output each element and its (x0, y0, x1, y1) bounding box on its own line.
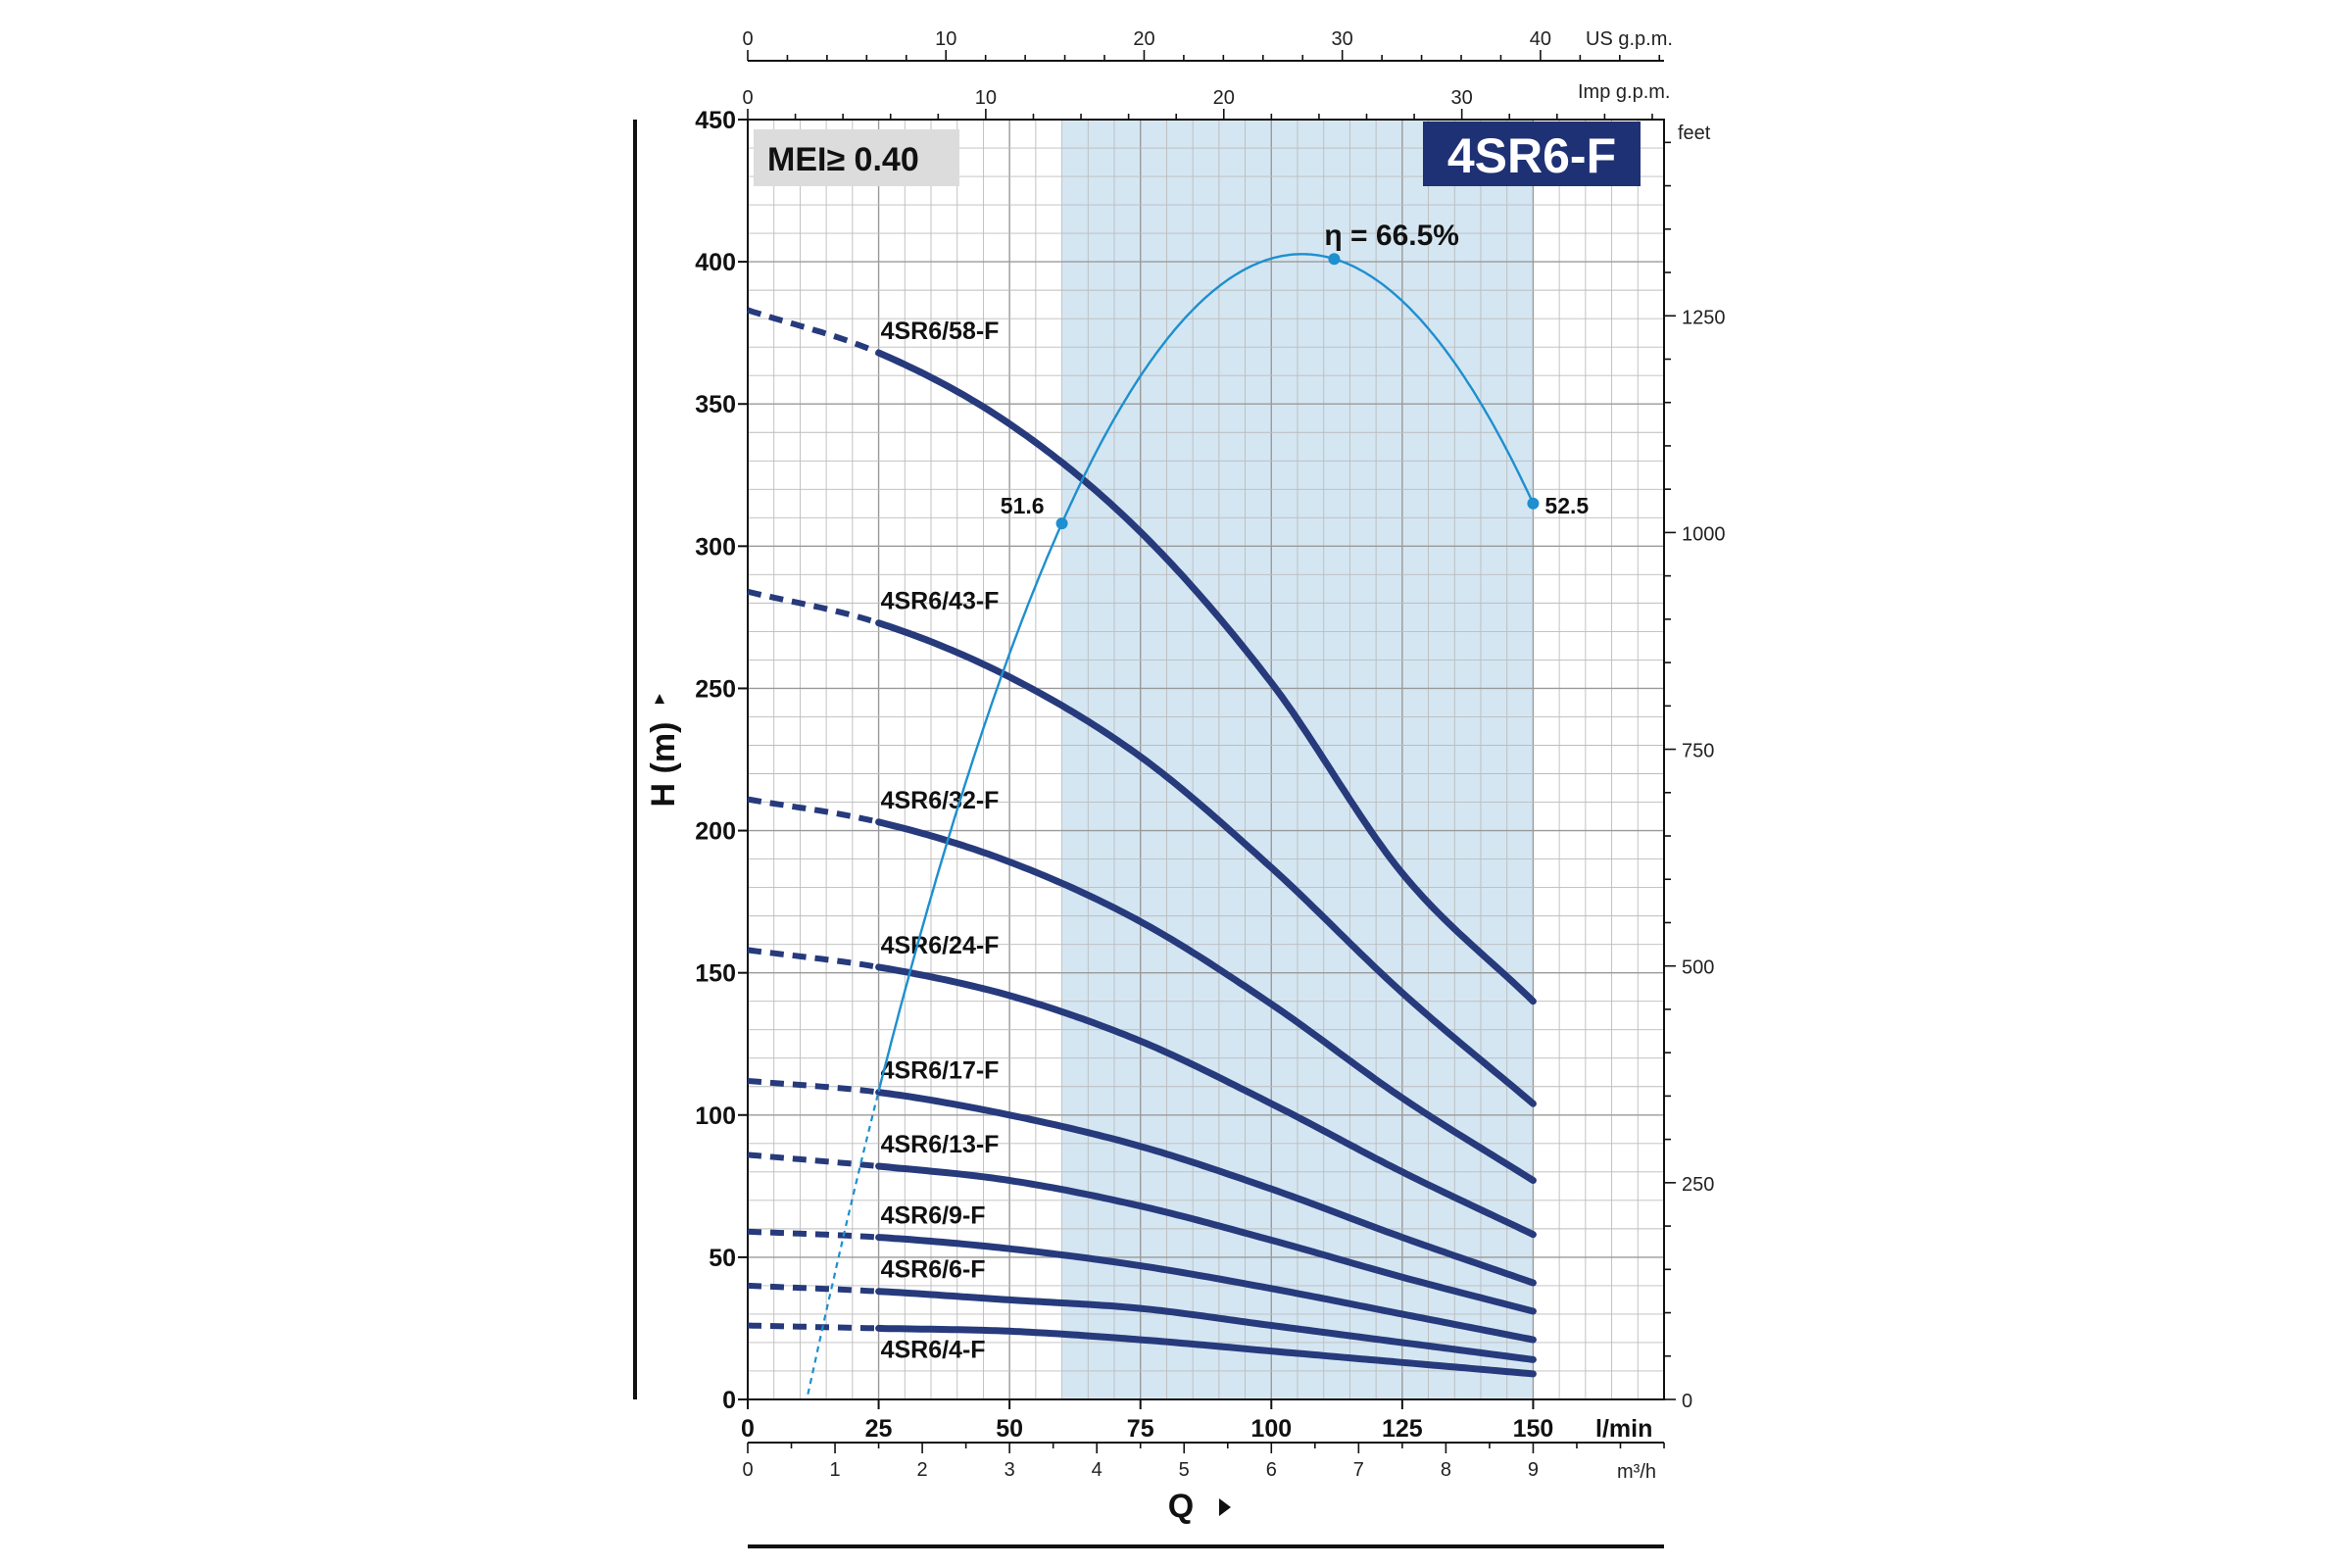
curve-label-4sr6-24-f: 4SR6/24-F (881, 932, 1000, 959)
y-tick-label: 200 (695, 818, 736, 846)
curve-4sr6-24-f-dashed (747, 947, 880, 970)
curve-label-4sr6-32-f: 4SR6/32-F (881, 787, 1000, 814)
us-gpm-tick-label: 30 (1332, 28, 1353, 50)
curve-4sr6-43-f (875, 619, 1537, 1107)
curve-4sr6-9-f (875, 1234, 1537, 1344)
imp-gpm-tick-label: 30 (1451, 87, 1473, 109)
chart-title-box: 4SR6-F (1423, 122, 1641, 186)
efficiency-curve-dashed (807, 1091, 880, 1395)
x-tick-label: 25 (865, 1415, 893, 1443)
mei-badge: MEI≥ 0.40 (754, 129, 959, 186)
m3h-tick-label: 7 (1353, 1459, 1364, 1481)
y-axis-title: H (m) (645, 722, 682, 808)
curve-4sr6-6-f-dashed (747, 1282, 879, 1295)
m3h-unit: m³/h (1617, 1461, 1656, 1483)
curve-4sr6-13-f (875, 1162, 1537, 1315)
curve-4sr6-9-f-dashed (747, 1228, 879, 1241)
y-axis-arrow-icon (655, 694, 664, 704)
feet-tick-label: 500 (1682, 957, 1714, 979)
x-tick-label: 75 (1127, 1415, 1154, 1443)
y-tick-label: 400 (695, 249, 736, 276)
y-tick-label: 0 (722, 1387, 736, 1414)
feet-unit: feet (1678, 122, 1711, 144)
m3h-tick-label: 9 (1528, 1459, 1539, 1481)
curve-label-4sr6-58-f: 4SR6/58-F (881, 318, 1000, 345)
y-tick-label: 100 (695, 1102, 736, 1130)
x-tick-label: 50 (996, 1415, 1023, 1443)
us-gpm-unit: US g.p.m. (1586, 28, 1673, 50)
curve-4sr6-58-f-dashed (747, 307, 880, 356)
us-gpm-tick-label: 10 (935, 28, 956, 50)
feet-tick-label: 750 (1682, 741, 1714, 762)
efficiency-point-label: 51.6 (1001, 493, 1045, 518)
curve-label-4sr6-17-f: 4SR6/17-F (881, 1057, 1000, 1085)
curve-4sr6-4-f (875, 1324, 1537, 1378)
curve-4sr6-6-f (875, 1288, 1537, 1363)
curve-4sr6-43-f-dashed (747, 588, 880, 626)
imp-gpm-tick-label: 10 (975, 87, 997, 109)
x-tick-label: 150 (1513, 1415, 1554, 1443)
feet-tick-label: 250 (1682, 1174, 1714, 1196)
y-tick-label: 350 (695, 391, 736, 418)
curve-4sr6-32-f-dashed (747, 796, 880, 825)
efficiency-curve-line (877, 253, 1535, 1092)
efficiency-point (1527, 497, 1540, 510)
x-tick-label: 125 (1382, 1415, 1423, 1443)
m3h-tick-label: 8 (1441, 1459, 1451, 1481)
chart-title-background (1423, 122, 1641, 186)
curve-label-4sr6-4-f: 4SR6/4-F (881, 1336, 986, 1363)
efficiency-point-label: 52.5 (1544, 493, 1589, 518)
mei-badge-text: MEI≥ 0.40 (767, 141, 919, 178)
curve-4sr6-24-f (875, 963, 1537, 1239)
x-axis-title: Q (1168, 1488, 1194, 1525)
us-gpm-tick-label: 0 (742, 28, 753, 50)
x-axis-arrow-icon (1219, 1498, 1231, 1516)
y-tick-label: 250 (695, 675, 736, 703)
curve-label-4sr6-6-f: 4SR6/6-F (881, 1256, 986, 1284)
mei-badge-background (754, 129, 959, 186)
m3h-tick-label: 5 (1179, 1459, 1190, 1481)
feet-tick-label: 0 (1682, 1391, 1692, 1412)
x-tick-label: 0 (741, 1415, 755, 1443)
feet-tick-label: 1000 (1682, 523, 1726, 545)
us-gpm-tick-label: 20 (1133, 28, 1154, 50)
efficiency-point (1055, 517, 1068, 530)
y-tick-label: 50 (709, 1245, 736, 1272)
curve-4sr6-13-f-dashed (747, 1152, 879, 1169)
us-gpm-tick-label: 40 (1530, 28, 1551, 50)
imp-gpm-tick-label: 0 (742, 87, 753, 109)
imp-gpm-unit: Imp g.p.m. (1578, 81, 1670, 103)
curve-4sr6-58-f (875, 349, 1537, 1005)
m3h-tick-label: 0 (742, 1459, 753, 1481)
pump-curves: 4SR6/58-F 4SR6/43-F 4SR6/32-F 4SR6/24-F 4SR6… (747, 307, 1537, 1378)
m3h-tick-label: 2 (917, 1459, 928, 1481)
x-tick-label: 100 (1250, 1415, 1292, 1443)
m3h-tick-label: 4 (1092, 1459, 1102, 1481)
m3h-tick-label: 1 (829, 1459, 840, 1481)
curve-4sr6-17-f (875, 1089, 1537, 1287)
curve-label-4sr6-9-f: 4SR6/9-F (881, 1202, 986, 1230)
x-axis-unit: l/min (1595, 1415, 1652, 1443)
y-tick-label: 150 (695, 960, 736, 988)
efficiency-curve: 51.6 52.5 η = 66.5% (807, 220, 1589, 1395)
feet-tick-label: 1250 (1682, 307, 1726, 328)
curve-label-4sr6-43-f: 4SR6/43-F (881, 588, 1000, 615)
efficiency-peak-label: η = 66.5% (1324, 220, 1459, 252)
m3h-tick-label: 6 (1266, 1459, 1277, 1481)
curve-4sr6-4-f-dashed (747, 1322, 879, 1332)
y-tick-label: 450 (695, 107, 736, 134)
chart-title: 4SR6-F (1447, 128, 1616, 183)
imp-gpm-tick-label: 20 (1213, 87, 1235, 109)
curve-label-4sr6-13-f: 4SR6/13-F (881, 1131, 1000, 1158)
y-tick-label: 300 (695, 533, 736, 561)
efficiency-point (1328, 253, 1341, 266)
curve-4sr6-32-f (875, 818, 1537, 1184)
m3h-tick-label: 3 (1004, 1459, 1015, 1481)
